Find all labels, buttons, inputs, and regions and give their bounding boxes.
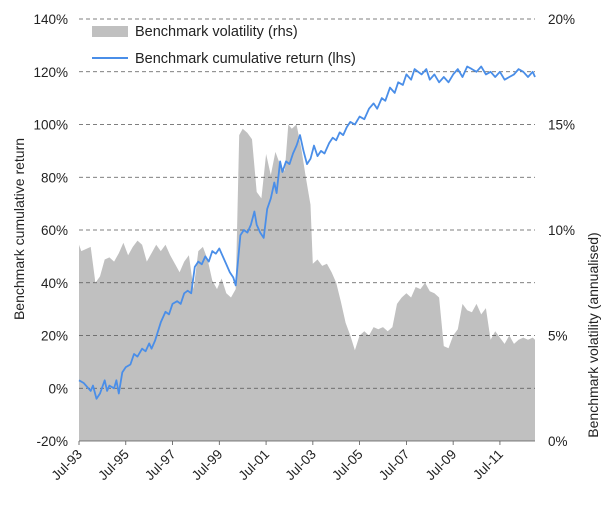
x-tick-label: Jul-93: [49, 447, 86, 484]
x-tick-label: Jul-01: [236, 447, 273, 484]
left-tick-label: 20%: [41, 329, 68, 344]
right-tick-label: 0%: [548, 434, 568, 449]
left-tick-label: 100%: [33, 118, 68, 133]
right-tick-label: 5%: [548, 329, 568, 344]
right-tick-label: 15%: [548, 118, 575, 133]
legend: Benchmark volatility (rhs) Benchmark cum…: [92, 24, 356, 67]
left-tick-label: 60%: [41, 223, 68, 238]
left-tick-label: 80%: [41, 170, 68, 185]
right-tick-label: 20%: [548, 12, 575, 27]
left-axis-title: Benchmark cumulative return: [11, 138, 27, 320]
x-tick-label: Jul-03: [282, 447, 319, 484]
legend-label-return: Benchmark cumulative return (lhs): [135, 51, 356, 67]
x-tick-label: Jul-05: [329, 447, 366, 484]
legend-label-volatility: Benchmark volatility (rhs): [135, 24, 298, 40]
left-tick-label: 0%: [48, 381, 68, 396]
x-tick-label: Jul-09: [423, 447, 460, 484]
x-tick-label: Jul-95: [95, 447, 132, 484]
right-tick-label: 10%: [548, 223, 575, 238]
left-tick-label: -20%: [36, 434, 68, 449]
x-tick-label: Jul-97: [142, 447, 179, 484]
left-tick-label: 120%: [33, 65, 68, 80]
return-line-layer: [78, 65, 536, 400]
left-tick-label: 140%: [33, 12, 68, 27]
series-return-line: [78, 65, 536, 400]
x-tick-label: Jul-07: [376, 447, 413, 484]
left-tick-label: 40%: [41, 276, 68, 291]
x-tick-label: Jul-11: [470, 447, 506, 483]
right-axis-title: Benchmark volatility (annualised): [585, 232, 601, 437]
x-tick-label: Jul-99: [189, 447, 226, 484]
legend-swatch-volatility: [92, 26, 128, 37]
